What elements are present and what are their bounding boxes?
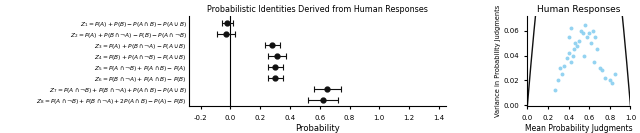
- Point: [557, 73, 568, 75]
- Point: [563, 36, 573, 38]
- Point: [561, 57, 572, 59]
- Title: Probabilistic Identities Derived from Human Responses: Probabilistic Identities Derived from Hu…: [207, 5, 428, 14]
- Point: [576, 30, 586, 32]
- Point: [559, 65, 570, 67]
- Point: [579, 55, 589, 57]
- Point: [566, 27, 576, 29]
- Point: [566, 61, 576, 63]
- Point: [578, 32, 588, 34]
- Point: [593, 48, 603, 51]
- Point: [588, 30, 598, 32]
- X-axis label: Mean Probability Judgments: Mean Probability Judgments: [525, 124, 633, 132]
- Point: [600, 77, 610, 79]
- Point: [589, 61, 600, 63]
- Point: [595, 67, 605, 69]
- Point: [607, 82, 617, 84]
- Point: [596, 69, 607, 72]
- Point: [605, 79, 615, 81]
- Point: [584, 32, 595, 34]
- Point: [586, 42, 596, 44]
- Point: [572, 45, 582, 47]
- Point: [568, 55, 578, 57]
- Point: [590, 36, 600, 38]
- Point: [580, 24, 590, 26]
- Point: [574, 40, 584, 42]
- Point: [570, 42, 580, 44]
- Title: Human Responses: Human Responses: [537, 5, 621, 14]
- Point: [550, 89, 561, 91]
- Point: [556, 67, 566, 69]
- X-axis label: Probability: Probability: [295, 124, 340, 132]
- Point: [582, 36, 592, 38]
- Point: [563, 52, 573, 54]
- Y-axis label: Variance in Probability Judgments: Variance in Probability Judgments: [495, 5, 500, 117]
- Point: [568, 48, 579, 51]
- Point: [610, 73, 620, 75]
- Point: [553, 79, 563, 81]
